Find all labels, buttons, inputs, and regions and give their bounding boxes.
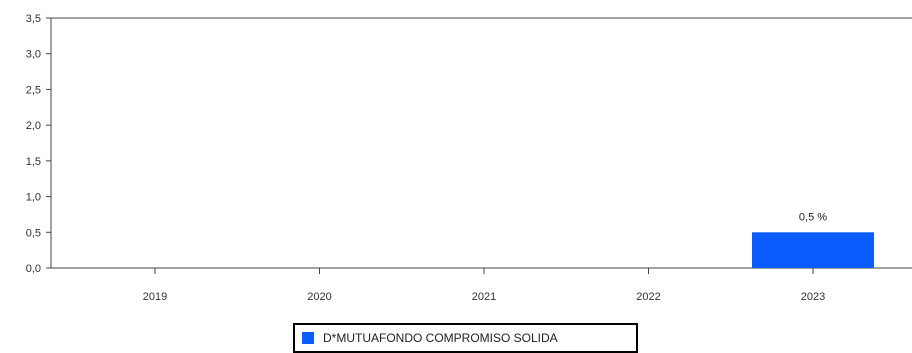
x-axis-ticks: 2019 2020 2021 2022 2023: [143, 268, 825, 303]
bar-chart: 0,0 0,5 1,0 1,5 2,0 2,5 3,0 3,5 2019 2020 2021 202…: [26, 13, 912, 303]
legend-swatch: [302, 332, 314, 344]
y-tick-label: 3,0: [26, 49, 41, 61]
legend-label: D*MUTUAFONDO COMPROMISO SOLIDA: [323, 331, 558, 345]
y-tick-label: 1,0: [26, 192, 41, 204]
x-tick-label: 2021: [472, 291, 496, 303]
x-tick-label: 2020: [307, 291, 331, 303]
y-tick-label: 0,0: [26, 263, 41, 275]
y-tick-label: 2,0: [26, 120, 41, 132]
bars: [752, 232, 874, 268]
x-tick-label: 2022: [636, 291, 660, 303]
legend: D*MUTUAFONDO COMPROMISO SOLIDA: [293, 323, 638, 353]
y-tick-label: 1,5: [26, 156, 41, 168]
bar-value-label: 0,5 %: [799, 211, 827, 223]
y-axis-ticks: 0,0 0,5 1,0 1,5 2,0 2,5 3,0 3,5: [26, 13, 51, 275]
x-tick-label: 2023: [801, 291, 825, 303]
y-tick-label: 3,5: [26, 13, 41, 25]
y-tick-label: 0,5: [26, 227, 41, 239]
y-tick-label: 2,5: [26, 84, 41, 96]
data-labels: 0,5 %: [799, 211, 827, 223]
bar: [752, 232, 874, 268]
x-tick-label: 2019: [143, 291, 167, 303]
